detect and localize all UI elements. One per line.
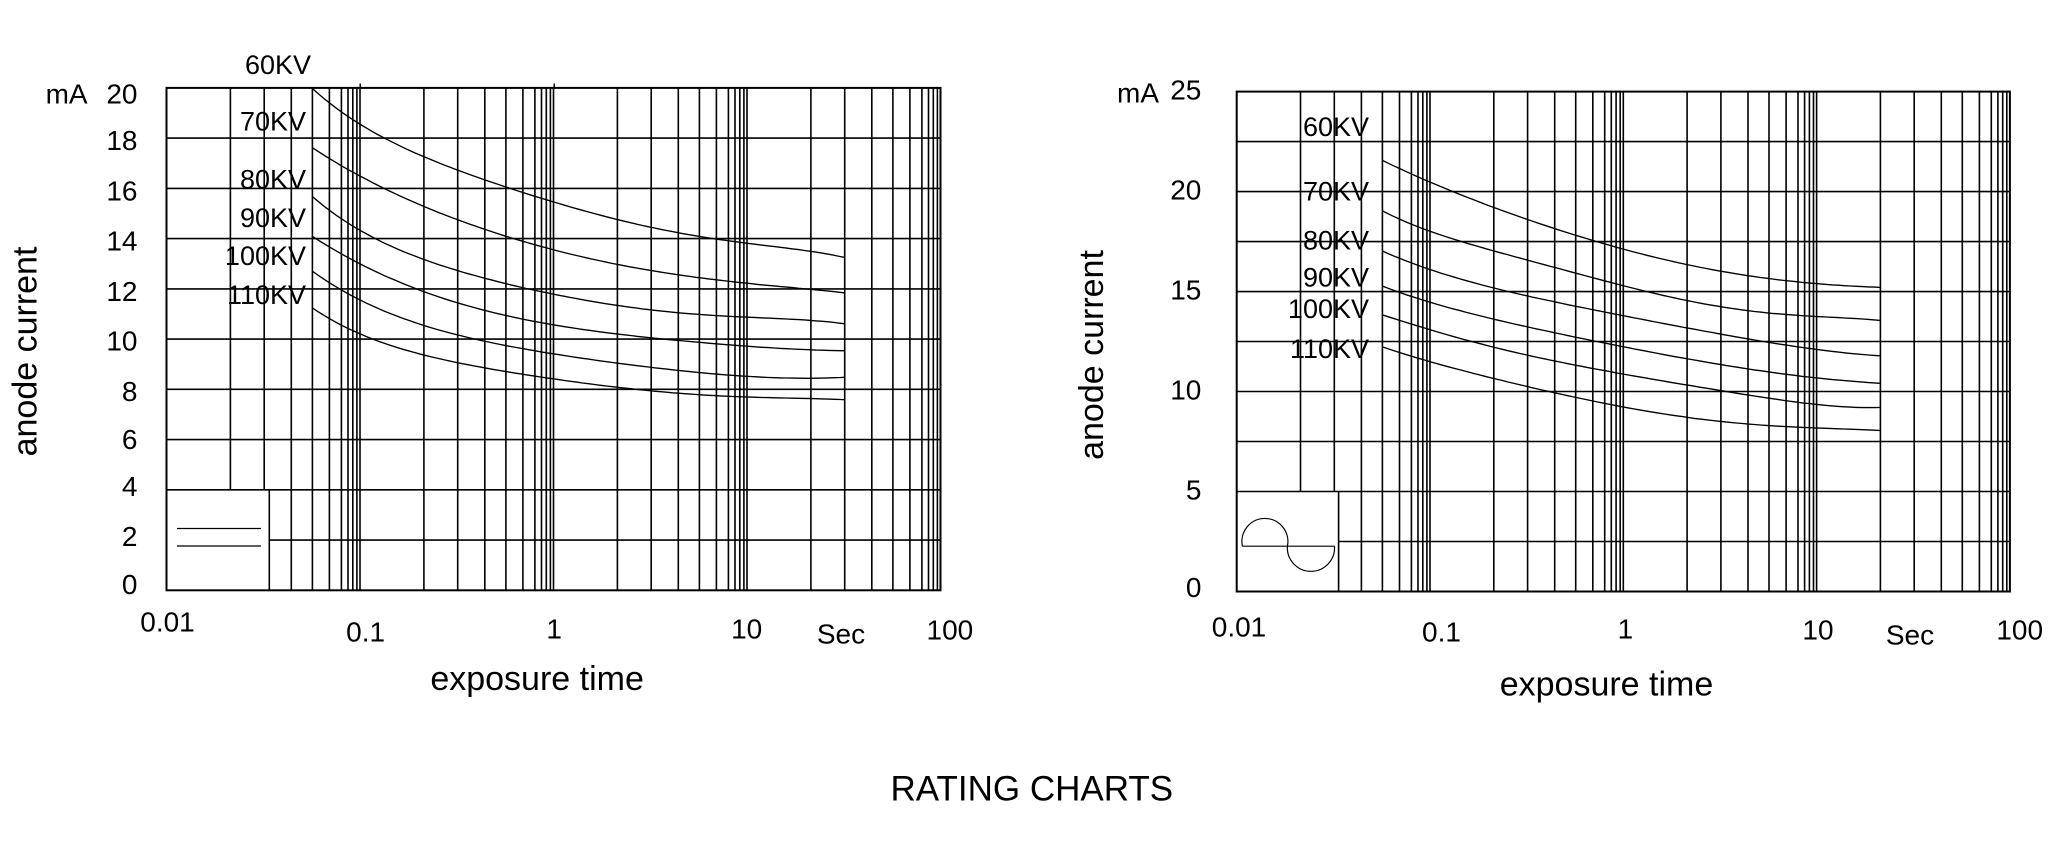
svg-text:anode current: anode current	[7, 246, 45, 456]
svg-text:0.01: 0.01	[140, 607, 195, 638]
svg-text:90KV: 90KV	[240, 203, 306, 233]
svg-text:70KV: 70KV	[240, 107, 306, 137]
svg-text:exposure time: exposure time	[1500, 666, 1714, 704]
svg-text:10: 10	[1802, 615, 1833, 646]
svg-text:16: 16	[106, 175, 137, 206]
svg-text:60KV: 60KV	[245, 50, 311, 80]
svg-text:14: 14	[106, 226, 137, 257]
svg-text:5: 5	[1186, 475, 1202, 506]
svg-text:20: 20	[1170, 175, 1201, 206]
svg-text:100KV: 100KV	[225, 241, 306, 271]
svg-text:10: 10	[731, 614, 762, 645]
svg-text:Sec: Sec	[817, 619, 865, 650]
svg-text:60KV: 60KV	[1303, 112, 1369, 142]
svg-text:80KV: 80KV	[1303, 226, 1369, 256]
svg-text:12: 12	[106, 276, 137, 307]
svg-text:exposure time: exposure time	[430, 660, 644, 698]
svg-text:20: 20	[106, 78, 137, 109]
svg-text:8: 8	[122, 376, 138, 407]
svg-text:anode current: anode current	[1073, 250, 1111, 460]
svg-text:110KV: 110KV	[1290, 334, 1369, 364]
svg-text:0.1: 0.1	[346, 617, 385, 648]
svg-text:4: 4	[122, 471, 138, 502]
svg-text:2: 2	[122, 521, 138, 552]
svg-text:100: 100	[1996, 615, 2043, 646]
svg-text:25: 25	[1170, 75, 1201, 106]
svg-text:15: 15	[1170, 275, 1201, 306]
svg-text:80KV: 80KV	[240, 165, 306, 195]
svg-text:90KV: 90KV	[1303, 262, 1369, 292]
svg-text:0: 0	[1186, 572, 1202, 603]
svg-text:70KV: 70KV	[1303, 177, 1369, 207]
svg-text:100KV: 100KV	[1288, 294, 1369, 324]
svg-text:100: 100	[927, 615, 974, 646]
svg-text:110KV: 110KV	[227, 280, 306, 310]
svg-text:1: 1	[546, 614, 562, 645]
svg-text:mA: mA	[1117, 78, 1159, 109]
svg-text:RATING CHARTS: RATING CHARTS	[890, 770, 1173, 809]
svg-text:0.1: 0.1	[1422, 617, 1461, 648]
svg-text:18: 18	[106, 125, 137, 156]
svg-text:0: 0	[122, 569, 138, 600]
svg-text:mA: mA	[46, 79, 88, 110]
svg-text:0.01: 0.01	[1212, 612, 1267, 643]
svg-text:10: 10	[1170, 375, 1201, 406]
svg-text:Sec: Sec	[1886, 620, 1934, 651]
svg-text:6: 6	[122, 424, 138, 455]
svg-text:10: 10	[106, 326, 137, 357]
svg-text:1: 1	[1618, 614, 1634, 645]
